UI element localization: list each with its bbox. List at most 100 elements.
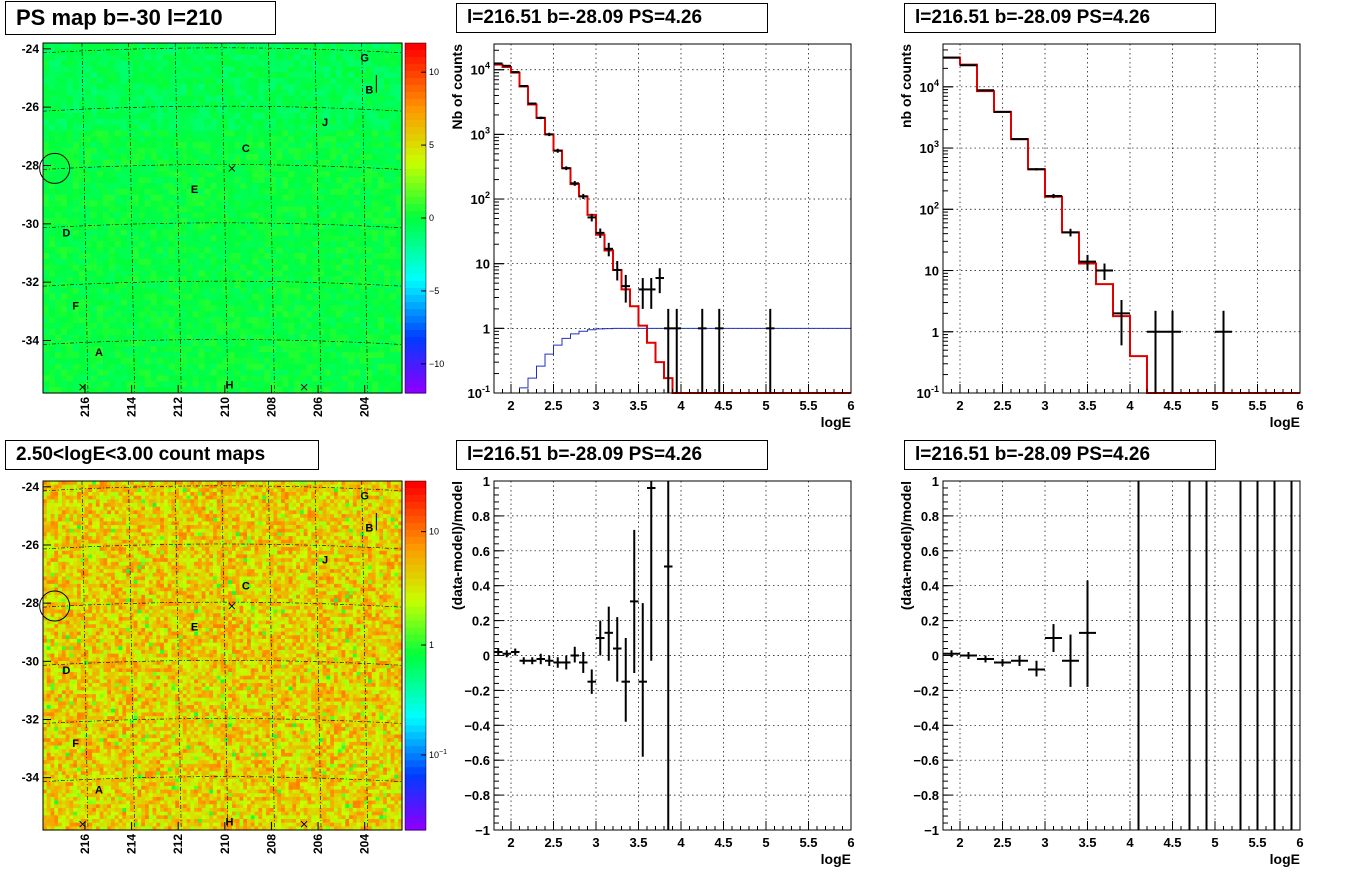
map-pixel	[138, 159, 146, 167]
map-pixel	[46, 561, 52, 567]
map-pixel	[366, 194, 373, 202]
map-pixel	[216, 340, 224, 347]
map-pixel	[46, 638, 52, 644]
map-pixel	[336, 346, 343, 353]
map-pixel	[78, 363, 86, 371]
map-pixel	[390, 358, 397, 365]
map-pixel	[43, 826, 48, 831]
map-pixel	[120, 83, 128, 91]
map-pixel	[318, 101, 325, 108]
map-pixel	[300, 159, 307, 167]
map-pixel	[252, 101, 259, 108]
map-pixel	[366, 148, 373, 155]
map-pixel	[300, 183, 307, 190]
map-pixel	[48, 113, 56, 120]
map-pixel	[366, 177, 373, 184]
map-pixel	[222, 183, 230, 190]
map-pixel	[306, 183, 313, 190]
map-pixel	[234, 54, 242, 62]
map-pixel	[156, 72, 164, 79]
map-pixel	[360, 118, 367, 126]
map-pixel	[300, 95, 307, 102]
map-pixel	[330, 299, 337, 307]
map-pixel	[60, 194, 68, 202]
map-pixel	[144, 148, 152, 155]
map-pixel	[228, 323, 236, 330]
map-pixel	[318, 293, 325, 301]
map-pixel	[366, 241, 373, 248]
map-pixel	[50, 771, 55, 776]
map-pixel	[390, 177, 397, 184]
map-pixel	[120, 299, 128, 307]
map-pixel	[336, 375, 343, 382]
map-pixel	[162, 299, 170, 307]
map-pixel	[324, 264, 331, 272]
map-pixel	[294, 369, 301, 377]
map-pixel	[126, 340, 134, 347]
map-pixel	[372, 218, 379, 225]
map-pixel	[46, 782, 52, 787]
map-pixel	[162, 253, 170, 260]
map-pixel	[108, 229, 116, 237]
map-pixel	[174, 136, 182, 143]
map-pixel	[54, 818, 59, 824]
map-pixel	[66, 113, 74, 120]
map-pixel	[390, 118, 397, 126]
map-pixel	[126, 223, 134, 231]
map-pixel	[288, 358, 295, 365]
map-pixel	[276, 223, 283, 231]
y-tick-label: 1	[932, 474, 939, 489]
map-pixel	[306, 352, 313, 359]
map-pixel	[288, 247, 295, 254]
map-pixel	[324, 253, 331, 260]
map-pixel	[43, 299, 50, 307]
map-pixel	[150, 66, 158, 73]
map-pixel	[54, 690, 59, 695]
map-pixel	[312, 235, 319, 242]
map-pixel	[50, 675, 55, 680]
map-pixel	[48, 293, 56, 301]
map-pixel	[204, 89, 212, 97]
map-pixel	[156, 194, 164, 202]
map-pixel	[108, 305, 116, 312]
map-pixel	[204, 200, 212, 207]
x-tick-label: 216	[78, 397, 92, 417]
map-pixel	[102, 276, 110, 283]
map-pixel	[180, 159, 188, 167]
map-pixel	[390, 247, 397, 254]
map-pixel	[168, 95, 176, 102]
map-pixel	[168, 334, 176, 342]
map-pixel	[96, 200, 104, 207]
map-pixel	[234, 218, 242, 225]
map-pixel	[342, 258, 349, 266]
map-pixel	[228, 299, 236, 307]
map-pixel	[234, 352, 242, 359]
colorbar-cell	[405, 190, 426, 198]
map-pixel	[330, 253, 337, 260]
map-pixel	[258, 43, 265, 50]
map-pixel	[48, 159, 56, 167]
map-pixel	[108, 264, 116, 272]
map-pixel	[102, 218, 110, 225]
map-pixel	[300, 328, 307, 336]
map-pixel	[43, 481, 48, 486]
map-pixel	[252, 323, 259, 330]
map-pixel	[162, 142, 170, 149]
map-pixel	[78, 159, 86, 167]
map-pixel	[120, 305, 128, 312]
map-pixel	[366, 72, 373, 79]
map-pixel	[336, 369, 343, 377]
map-pixel	[180, 54, 188, 62]
map-pixel	[354, 375, 361, 382]
map-pixel	[66, 60, 74, 67]
map-pixel	[276, 101, 283, 108]
map-pixel	[72, 124, 80, 132]
map-pixel	[246, 171, 254, 178]
map-pixel	[102, 323, 110, 330]
map-pixel	[43, 60, 50, 67]
map-pixel	[192, 43, 200, 50]
map-pixel	[180, 194, 188, 202]
map-pixel	[342, 223, 349, 231]
map-pixel	[50, 580, 55, 585]
map-pixel	[66, 171, 74, 178]
